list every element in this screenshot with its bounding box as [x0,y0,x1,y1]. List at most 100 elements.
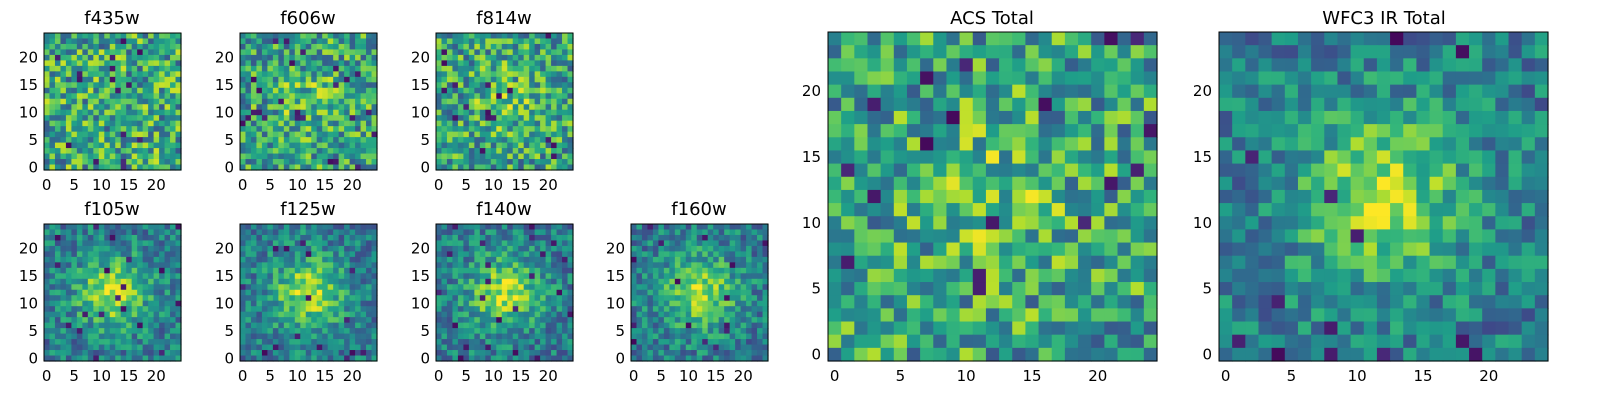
heatmap-cell [1064,150,1079,165]
heatmap-cell [746,234,753,242]
heatmap-cell [355,311,362,318]
heatmap-cell [65,344,72,351]
heatmap-cell [355,339,362,346]
heatmap-cell [485,115,492,122]
heatmap-cell [126,43,133,51]
heatmap-cell [867,84,882,99]
heatmap-cell [446,82,454,89]
heatmap-cell [322,300,329,307]
heatmap-cell [490,328,497,335]
heatmap-cell [512,273,519,280]
heatmap-cell [680,333,687,340]
heatmap-cell [707,256,714,263]
heatmap-cell [294,284,301,291]
heatmap-cell [164,82,171,89]
heatmap-cell [452,240,459,247]
heatmap-cell [523,311,530,318]
heatmap-cell [540,306,547,313]
heatmap-cell [54,262,62,269]
heatmap-cell [261,126,268,133]
heatmap-cell [104,273,111,280]
heatmap-cell [702,295,709,302]
heatmap-cell [164,273,171,280]
heatmap-cell [311,289,318,296]
heatmap-cell [153,344,160,351]
heatmap-cell [126,300,133,307]
heatmap-cell [663,344,670,351]
heatmap-cell [545,306,552,313]
heatmap-cell [501,262,508,269]
heatmap-cell [366,65,373,72]
heatmap-cell [724,229,731,236]
heatmap-cell [104,60,111,67]
heatmap-cell [82,224,89,231]
heatmap-cell [496,131,503,138]
heatmap-cell [164,153,171,160]
heatmap-cell [452,49,459,56]
heatmap-cell [278,322,285,329]
heatmap-cell [360,278,367,285]
heatmap-cell [562,289,569,296]
heatmap-cell [540,87,547,94]
heatmap-cell [71,65,78,72]
heatmap-cell [669,229,676,236]
heatmap-cell [669,256,676,263]
heatmap-cell [256,33,263,40]
heatmap-cell [946,203,961,217]
heatmap-cell [713,350,720,357]
heatmap-cell [98,256,105,263]
heatmap-cell [501,98,508,105]
heatmap-cell [446,65,454,72]
heatmap-cell [523,142,530,149]
heatmap-cell [485,224,492,231]
heatmap-cell [344,295,351,302]
heatmap-cell [355,33,362,40]
heatmap-cell [691,311,698,318]
heatmap-cell [360,317,367,324]
heatmap-cell [93,159,100,166]
heatmap-cell [523,273,530,280]
heatmap-cell [529,251,536,258]
heatmap-cell [713,284,720,291]
heatmap-cell [562,267,569,274]
heatmap-cell [49,153,56,160]
heatmap-cell [305,98,312,105]
heatmap-cell [507,251,514,258]
heatmap-cell [289,131,296,138]
heatmap-cell [115,49,122,56]
heatmap-cell [305,273,312,280]
heatmap-cell [545,120,552,127]
heatmap-cell [355,300,362,307]
heatmap-cell [305,328,312,335]
heatmap-cell [360,256,367,263]
heatmap-cell [256,65,263,72]
x-tick-label: 20 [539,367,558,385]
heatmap-cell [126,256,133,263]
heatmap-cell [479,76,486,83]
heatmap-cell [250,234,258,242]
heatmap-cell [170,65,177,72]
heatmap-cell [854,32,869,46]
heatmap-cell [355,350,362,357]
heatmap-cell [60,240,67,247]
heatmap-cell [164,256,171,263]
heatmap-cell [457,317,464,324]
heatmap-cell [685,311,692,318]
heatmap-cell [501,148,508,155]
heatmap-cell [278,153,285,160]
heatmap-cell [999,242,1013,257]
heatmap-cell [294,245,301,252]
y-tick-labels: 0 5 10 15 20 [19,49,38,177]
heatmap-cell [148,65,155,72]
heatmap-cell [545,289,552,296]
heatmap-cell [109,137,116,144]
heatmap-cell [170,93,177,100]
heatmap-cell [474,148,481,155]
heatmap-cell [240,109,247,116]
heatmap-cell [360,350,367,357]
heatmap-cell [71,126,78,133]
heatmap-cell [109,148,116,155]
heatmap-cell [436,60,443,67]
heatmap-cell [261,104,268,111]
heatmap-cell [652,267,659,274]
